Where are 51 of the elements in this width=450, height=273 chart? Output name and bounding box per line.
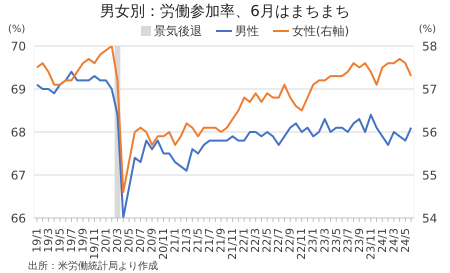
legend-label: 男性	[234, 22, 259, 40]
x-tick-label: 20/7	[134, 228, 148, 253]
x-tick-label: 20/5	[122, 228, 136, 253]
x-tick-label: 19/3	[42, 228, 55, 253]
chart-title: 男女別：労働参加率、6月はまちまち	[99, 1, 351, 22]
x-tick-label: 21/3	[180, 228, 194, 253]
y2-tick-label: 58	[422, 39, 438, 54]
y-tick-label: 69	[10, 82, 26, 96]
x-tick-label: 23/1	[306, 228, 320, 253]
x-tick-label: 20/3	[110, 228, 124, 253]
y-tick-label: 68	[10, 125, 26, 140]
x-tick-label: 20/1	[99, 228, 112, 253]
x-tick-label: 19/9	[76, 228, 90, 253]
y-tick-label: 70	[10, 39, 26, 54]
y-axis-title: (%)	[8, 24, 26, 35]
x-tick-label: 24/1	[376, 228, 389, 253]
x-tick-label: 19/7	[64, 228, 78, 253]
text: 出所：米労働統計局より作成	[28, 260, 158, 273]
y2-axis-title: (%)	[418, 24, 436, 35]
x-tick-label: 20/11	[157, 228, 170, 260]
x-tick-label: 21/9	[214, 228, 228, 253]
x-tick-label: 22/1	[238, 228, 251, 253]
x-tick-label: 24/3	[387, 228, 400, 253]
x-tick-label: 21/1	[168, 228, 182, 253]
x-tick-label: 22/7	[272, 228, 286, 253]
x-tick-label: 20/9	[146, 228, 159, 253]
x-tick-label: 22/9	[284, 228, 297, 253]
x-tick-label: 22/11	[295, 228, 308, 260]
y-tick-label: 66	[10, 211, 26, 226]
x-tick-label: 23/5	[330, 228, 343, 253]
y2-tick-label: 57	[422, 82, 438, 96]
line-series	[36, 46, 412, 194]
y2-tick-label: 54	[422, 211, 438, 226]
x-tick-label: 24/5	[398, 228, 412, 253]
y2-tick-label: 56	[422, 125, 438, 140]
x-tick-label: 19/5	[53, 228, 66, 253]
y-tick-label: 67	[10, 168, 26, 182]
x-tick-label: 22/3	[249, 228, 262, 253]
legend-label: 景気後退	[152, 22, 202, 40]
x-tick-label: 21/5	[192, 228, 205, 253]
x-tick-label: 22/5	[260, 228, 274, 253]
x-tick-label: 23/7	[341, 228, 354, 253]
y2-tick-label: 55	[422, 168, 438, 182]
x-tick-label: 19/1	[30, 228, 44, 253]
x-tick-label: 23/9	[352, 228, 366, 253]
x-tick-label: 21/11	[226, 228, 240, 260]
x-tick-label: 21/7	[203, 228, 216, 253]
x-tick-label: 23/11	[364, 228, 378, 260]
x-tick-label: 23/3	[318, 228, 332, 253]
x-tick-label: 19/11	[88, 228, 101, 260]
legend-label: 女性(右軸)	[290, 22, 350, 40]
